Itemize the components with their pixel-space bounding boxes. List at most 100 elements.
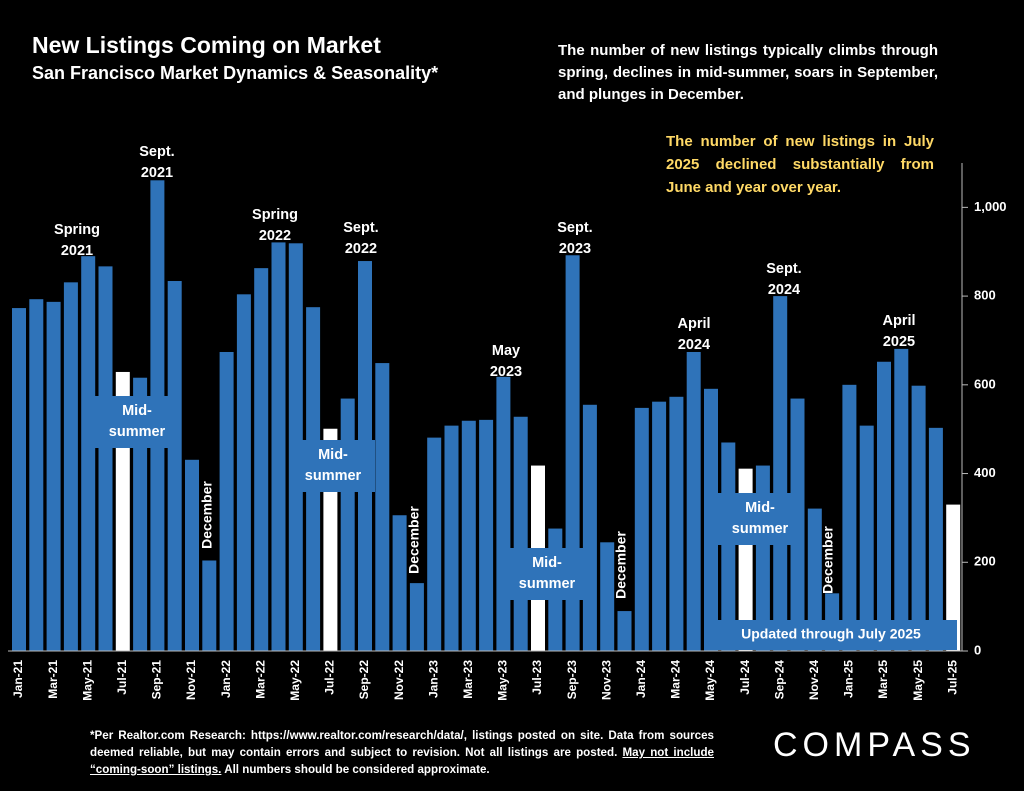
bar [773,296,788,651]
bar [12,308,26,651]
annotation: Mid- [745,500,775,516]
annotation: December [820,526,836,594]
annotation: Sept. [557,220,592,236]
bar [946,504,961,651]
x-tick-label: Jul-21 [115,660,129,695]
bar [46,301,61,651]
x-tick-label: Jul-22 [323,660,337,695]
bar [842,384,857,651]
bar [444,425,459,651]
annotation: summer [305,468,362,484]
annotation: 2021 [61,243,93,259]
annotation: summer [732,521,789,537]
bar [167,281,182,651]
bar [98,266,113,651]
bar [63,282,78,651]
y-tick-label: 600 [974,376,996,391]
x-tick-label: May-24 [703,660,717,701]
annotation: Sept. [139,144,174,160]
annotation-box [718,493,802,545]
x-tick-label: May-22 [288,660,302,701]
x-tick-label: Jan-25 [842,660,856,698]
bar [513,416,528,651]
footnote-text: May not include “coming-soon” listings. [90,746,714,776]
y-tick-label: 0 [974,642,981,657]
annotation: Updated through July 2025 [741,626,921,642]
x-tick-label: Jan-23 [426,660,440,698]
x-tick-label: Mar-25 [876,660,890,699]
x-tick-label: Nov-21 [184,660,198,700]
bar [461,420,476,651]
x-tick-label: May-25 [911,660,925,701]
chart-title: New Listings Coming on Market [32,32,381,58]
y-tick-label: 200 [974,554,996,569]
annotation: 2023 [490,364,522,380]
bar [236,294,251,651]
x-tick-label: Nov-23 [599,660,613,700]
y-tick-label: 800 [974,288,996,303]
bar [392,515,407,651]
annotation: Mid- [318,447,348,463]
x-tick-label: Jan-22 [219,660,233,698]
bar [582,404,597,651]
annotation: 2024 [768,282,800,298]
annotation-box [95,396,179,448]
annotation-box [705,620,957,650]
bar [652,401,667,651]
annotation: Spring [252,207,298,223]
footnote-text: All numbers should be considered approxi… [221,763,490,776]
annotation: December [613,531,629,599]
annotation: April [677,316,710,332]
x-tick-label: Jul-23 [530,660,544,695]
bar [669,396,684,651]
bar [219,351,234,651]
annotation: 2022 [345,241,377,257]
bar [81,256,96,651]
bar [617,611,632,651]
note: The number of new listings typically cli… [558,42,938,103]
y-tick-label: 400 [974,465,996,480]
bar [600,542,615,651]
x-tick-label: Mar-24 [669,660,683,699]
annotation: December [406,506,422,574]
x-tick-label: Jan-24 [634,660,648,698]
annotation: Mid- [122,403,152,419]
annotation: summer [519,576,576,592]
x-tick-label: Sep-23 [565,660,579,700]
annotation: Spring [54,222,100,238]
annotation: 2023 [559,241,591,257]
bar [202,560,217,651]
annotation: Sept. [766,261,801,277]
annotation: Mid- [532,555,562,571]
annotation-box [291,440,375,492]
y-tick-label: 1,000 [974,199,1007,214]
bar [807,508,822,651]
bar [271,242,286,652]
bar [409,583,424,651]
footnote: *Per Realtor.com Research: https://www.r… [90,727,714,778]
bar [185,459,199,651]
bar [479,419,494,651]
bar [686,351,701,651]
bar [859,425,874,651]
footnote-text: *Per Realtor.com Research: https://www.r… [90,729,714,759]
annotation: Sept. [343,220,378,236]
x-tick-label: Nov-24 [807,660,821,700]
annotation: April [882,313,915,329]
x-tick-label: Sep-22 [357,660,371,700]
annotation: December [199,481,215,549]
x-tick-label: Mar-21 [46,660,60,699]
bar [721,442,736,651]
x-tick-label: May-21 [80,660,94,701]
annotation: 2024 [678,337,710,353]
bar [704,388,718,651]
bar [928,427,943,651]
x-tick-label: Jul-24 [738,660,752,695]
x-tick-label: Mar-23 [461,660,475,699]
bar [894,348,909,651]
annotation: May [492,343,520,359]
x-tick-label: Jul-25 [945,660,959,695]
x-tick-label: Mar-22 [253,660,267,699]
